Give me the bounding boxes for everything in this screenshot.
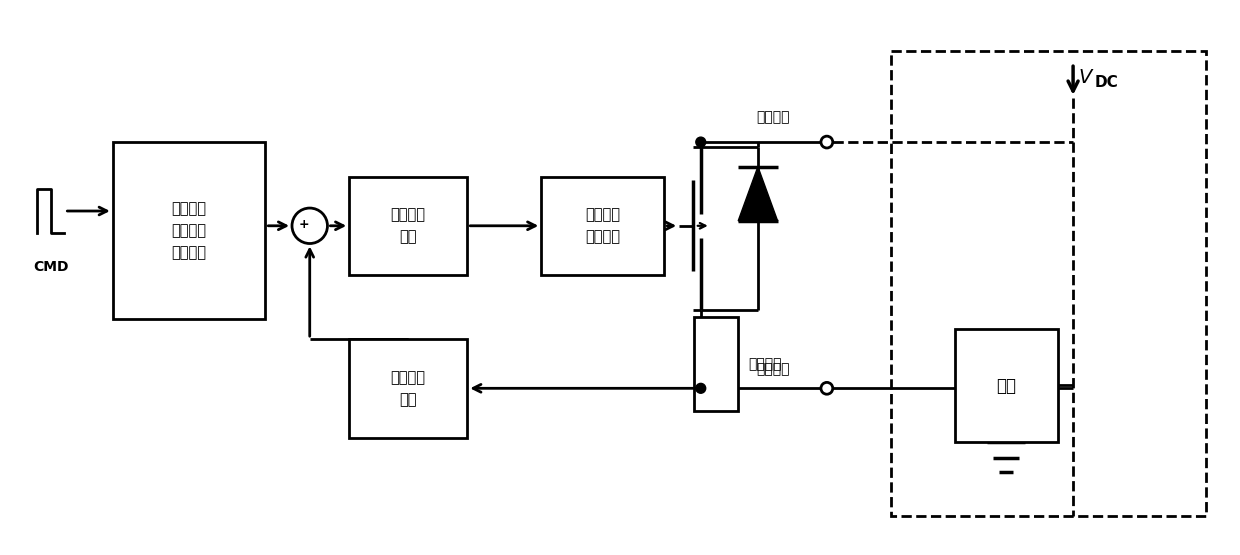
Text: 负载: 负载 [997,377,1017,395]
Circle shape [696,384,706,393]
Bar [350,176,467,275]
Text: 误差调节
电路: 误差调节 电路 [391,207,425,244]
Text: 检测电阻: 检测电阻 [748,357,781,371]
Text: +: + [298,218,309,231]
Text: 功率输出: 功率输出 [756,362,790,376]
Bar [890,52,1207,516]
Bar [113,142,265,319]
Text: 驱动功率
放大电路: 驱动功率 放大电路 [585,207,620,244]
Text: 电压反馈
电路: 电压反馈 电路 [391,370,425,407]
Text: CMD: CMD [33,260,68,274]
Text: $\mathit{V}$: $\mathit{V}$ [1078,68,1095,87]
Polygon shape [738,166,777,221]
Circle shape [821,382,833,394]
Circle shape [696,137,706,147]
Bar [350,339,467,437]
Circle shape [291,208,327,244]
Bar [694,317,738,411]
Circle shape [821,136,833,148]
Text: DC: DC [1095,75,1118,90]
Bar [541,176,665,275]
Bar [955,329,1058,442]
Text: 斜坡电压
基准信号
产生电路: 斜坡电压 基准信号 产生电路 [171,201,207,260]
Text: 功率输入: 功率输入 [756,110,790,124]
